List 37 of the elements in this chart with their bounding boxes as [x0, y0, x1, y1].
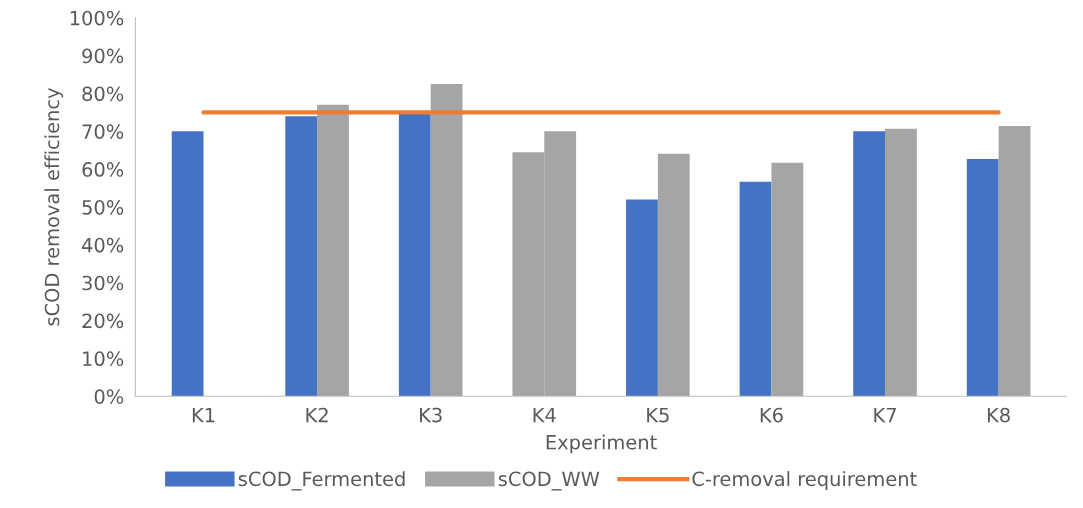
x-tick-label: K6: [760, 407, 783, 423]
bar: [626, 199, 658, 397]
x-tick-label: K4: [533, 407, 556, 423]
x-axis-title: Experiment: [546, 434, 657, 454]
bar: [853, 131, 886, 397]
y-tick-label: 40%: [82, 237, 124, 253]
y-tick-label: 50%: [82, 199, 124, 215]
x-tick-label: K3: [420, 407, 442, 423]
bar: [398, 112, 431, 397]
y-tick-label: 0%: [94, 389, 124, 404]
legend-label: sCOD_WW: [498, 471, 600, 491]
y-tick-label: 30%: [82, 275, 124, 291]
bar: [998, 126, 1031, 397]
bar: [739, 181, 772, 397]
x-tick-label: K8: [987, 407, 1010, 423]
y-tick-label: 100%: [70, 10, 124, 26]
bar: [317, 104, 349, 397]
y-tick-label: 80%: [82, 86, 124, 102]
bar: [885, 128, 917, 397]
bar: [285, 116, 318, 397]
bar: [430, 84, 463, 397]
legend-label: C-removal requirement: [692, 471, 917, 490]
y-tick-label: 10%: [83, 351, 124, 367]
x-tick-label: K1: [192, 407, 215, 423]
bar: [657, 153, 690, 397]
y-tick-label: 60%: [82, 162, 124, 177]
legend-label: sCOD_Fermented: [238, 471, 405, 491]
y-tick-label: 70%: [82, 124, 124, 139]
bar: [771, 162, 804, 397]
x-tick-label: K5: [647, 407, 669, 423]
bar: [966, 158, 999, 397]
y-tick-label: 90%: [82, 48, 124, 64]
bar: [171, 131, 204, 397]
y-tick-label: 20%: [82, 313, 124, 329]
y-axis-title: sCOD removal efficiency: [44, 88, 64, 326]
x-tick-label: K7: [874, 407, 896, 423]
x-tick-label: K2: [306, 407, 328, 423]
